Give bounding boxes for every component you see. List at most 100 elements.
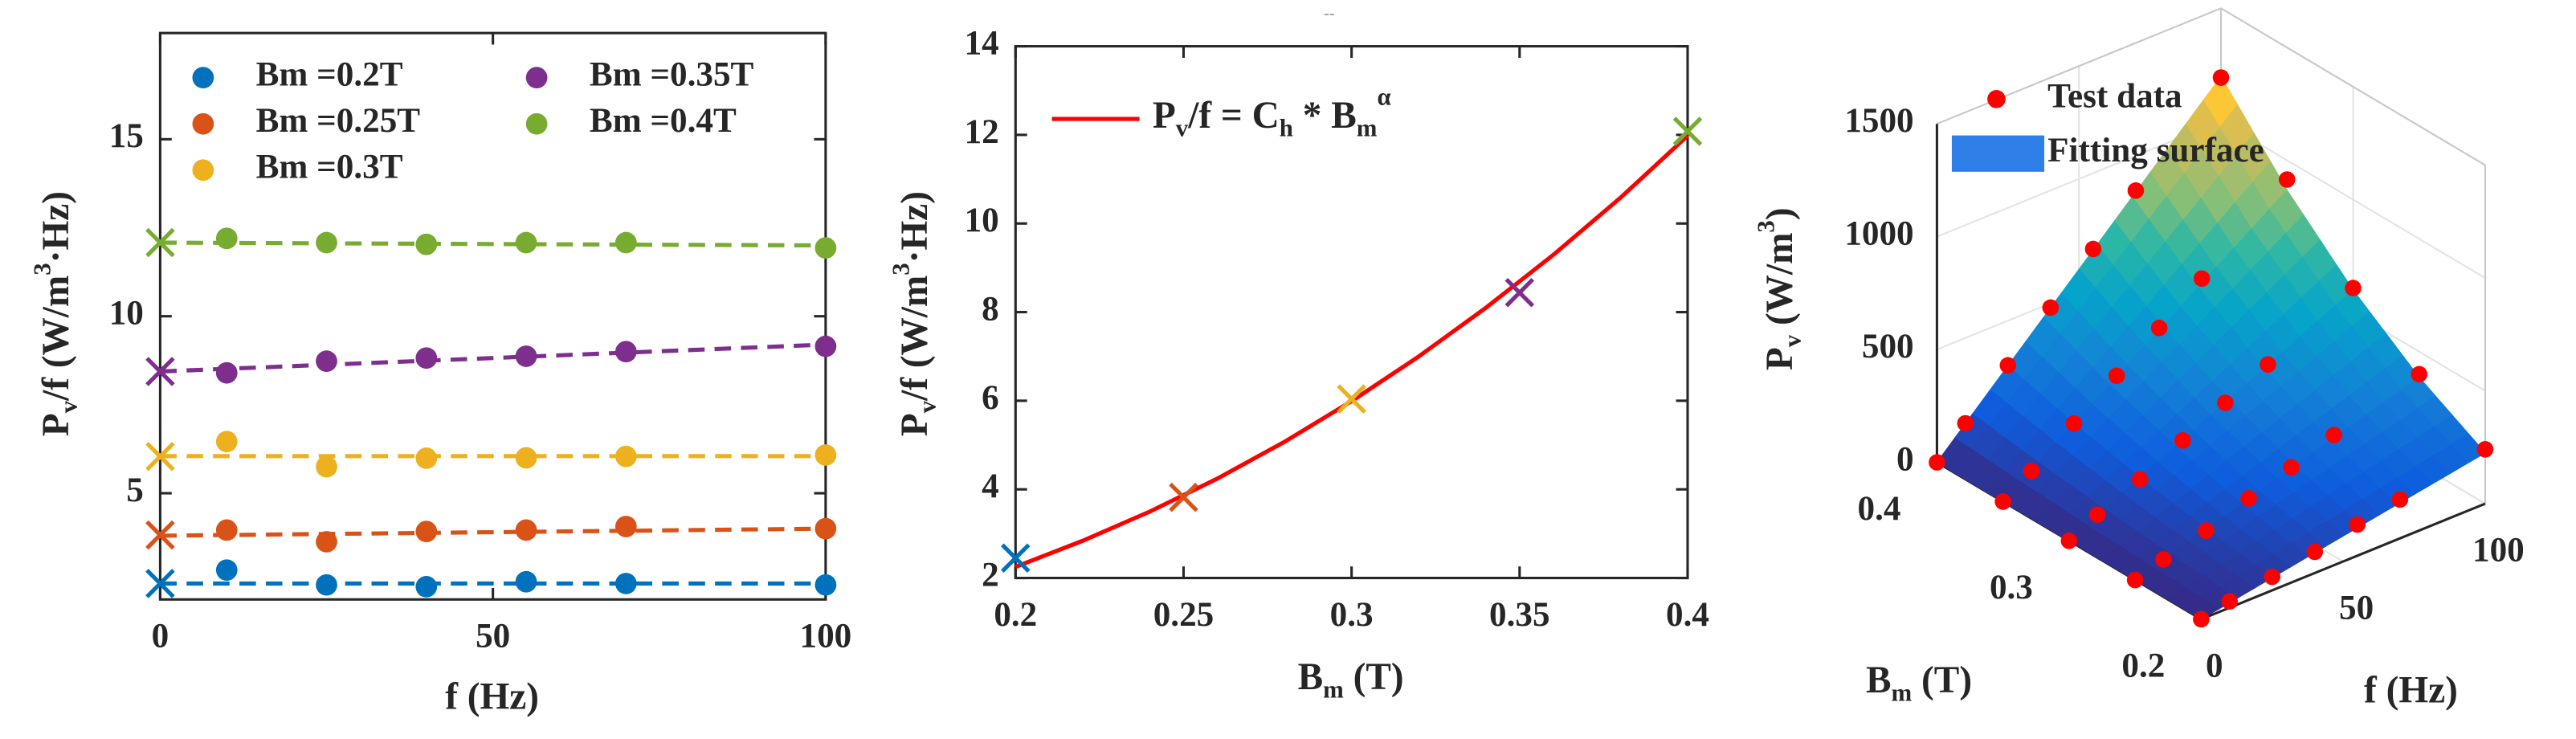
test-point xyxy=(2174,432,2191,449)
label-part: B xyxy=(1866,659,1892,701)
x-tick-label: 0.2 xyxy=(994,596,1037,634)
cross-marker xyxy=(1504,278,1535,308)
label-part: m xyxy=(1892,680,1913,707)
test-point xyxy=(2345,280,2362,296)
z-tick-label: 500 xyxy=(1862,328,1914,365)
y-tick-label: 2 xyxy=(982,556,999,594)
data-point xyxy=(415,576,438,598)
label-part: * B xyxy=(1293,95,1357,137)
data-point xyxy=(814,237,837,259)
test-point xyxy=(2042,299,2060,316)
cross-marker xyxy=(145,227,175,258)
data-point xyxy=(515,519,537,541)
data-point xyxy=(515,570,537,593)
legend-label: Pv/f = Ch * Bmα xyxy=(1153,83,1391,141)
data-point xyxy=(316,574,337,596)
test-point xyxy=(2217,394,2234,411)
label-part: /f (W/m xyxy=(894,276,936,402)
data-point xyxy=(614,445,637,467)
chart-title: -- xyxy=(1324,5,1335,22)
test-point xyxy=(1929,454,1945,471)
fit-line xyxy=(160,526,826,538)
label-part: B xyxy=(1298,656,1324,698)
label-part: 3 xyxy=(29,263,56,275)
test-point xyxy=(2084,240,2102,258)
label-part: /f (W/m xyxy=(35,276,77,402)
z-tick-label: 1000 xyxy=(1844,215,1913,253)
test-point xyxy=(2088,506,2106,523)
cross-marker xyxy=(145,357,175,386)
y-tick-label: 0.3 xyxy=(1990,569,2033,606)
y-tick-label: 8 xyxy=(982,290,999,328)
legend-marker xyxy=(525,112,548,135)
data-point xyxy=(814,517,837,540)
y-tick-label: 14 xyxy=(965,24,999,62)
test-point xyxy=(2349,516,2366,533)
data-point xyxy=(614,573,637,594)
y-tick-label: 10 xyxy=(109,295,144,333)
y-tick-label: 12 xyxy=(965,113,999,151)
y-tick-label: 15 xyxy=(109,117,144,155)
x-tick-label: 0.3 xyxy=(1330,596,1374,634)
data-point xyxy=(515,345,537,367)
label-part: ·Hz) xyxy=(35,191,77,263)
legend-label: Fitting surface xyxy=(2047,132,2264,169)
y-tick-label: 0.2 xyxy=(2121,647,2165,685)
test-point xyxy=(2476,441,2494,458)
label-part: P xyxy=(894,413,936,436)
test-point xyxy=(2108,367,2125,385)
data-point xyxy=(215,227,238,250)
y-tick-label: 10 xyxy=(965,202,999,239)
data-point xyxy=(814,574,837,596)
cross-marker xyxy=(145,569,175,598)
x-tick-label: 0.35 xyxy=(1489,596,1550,634)
x-axis xyxy=(2200,502,2486,621)
label-part: (T) xyxy=(1344,656,1404,698)
label-part: ) xyxy=(1759,207,1801,220)
data-point xyxy=(515,447,537,469)
label-part: 3 xyxy=(1753,220,1780,232)
data-point xyxy=(614,341,637,363)
data-point xyxy=(814,335,837,357)
x-tick-label: 50 xyxy=(2339,590,2374,627)
test-point xyxy=(1999,357,2017,374)
test-point xyxy=(2060,533,2078,549)
x-axis-label: Bm (T) xyxy=(1298,656,1404,704)
test-point xyxy=(2126,571,2144,589)
label-part: v xyxy=(1779,334,1806,347)
test-point xyxy=(2283,459,2300,476)
data-point xyxy=(814,444,837,466)
data-point xyxy=(316,531,337,553)
data-point xyxy=(316,231,337,254)
box-edge xyxy=(1937,7,2222,125)
surface-patch xyxy=(2183,598,2220,620)
data-point xyxy=(316,455,337,478)
x-tick-label: 0.4 xyxy=(1666,596,1709,634)
test-point xyxy=(1957,414,1974,432)
legend-label: Bm =0.2T xyxy=(256,56,403,94)
label-part: 3 xyxy=(888,263,915,275)
z-axis-label: Pv (W/m3) xyxy=(1753,207,1806,370)
cross-marker xyxy=(145,520,175,550)
box-edge xyxy=(2220,7,2486,166)
label-part: ·Hz) xyxy=(894,191,936,263)
test-point xyxy=(2391,491,2409,508)
label-part: P xyxy=(35,413,77,436)
test-point xyxy=(2240,490,2257,507)
test-point xyxy=(2065,414,2083,432)
y-axis-label: Pv/f (W/m3·Hz) xyxy=(888,191,941,436)
cross-marker xyxy=(1001,543,1031,573)
data-point xyxy=(415,521,438,543)
x-axis-label: f (Hz) xyxy=(445,676,539,718)
test-point xyxy=(2278,171,2296,188)
label-part: h xyxy=(1280,115,1293,142)
y-tick-label: 5 xyxy=(126,472,144,509)
data-point xyxy=(415,233,438,255)
label-part: v xyxy=(55,400,82,413)
test-point xyxy=(2411,365,2427,383)
y-axis-label: Pv/f (W/m3·Hz) xyxy=(29,191,83,436)
z-tick-label: 1500 xyxy=(1844,102,1913,140)
